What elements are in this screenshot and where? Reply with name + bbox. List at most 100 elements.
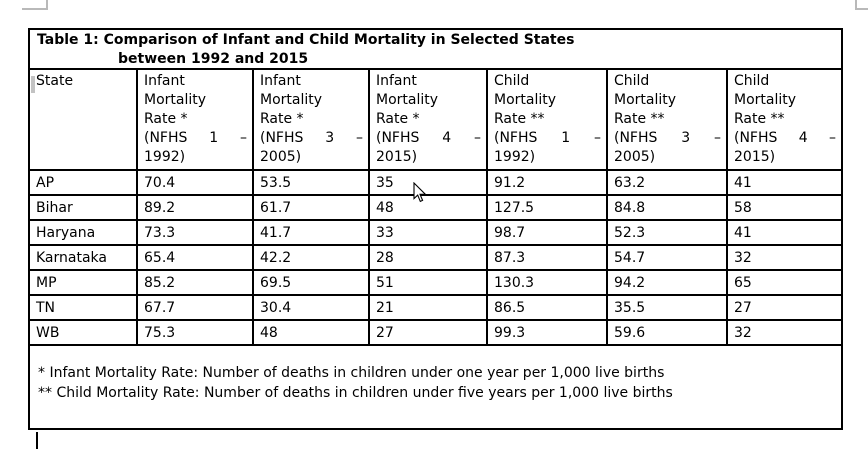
state-cell[interactable]: Haryana: [30, 219, 138, 246]
state-cell[interactable]: Karnataka: [30, 244, 138, 271]
header-line: Rate **: [494, 111, 545, 127]
value-cell[interactable]: 94.2: [606, 269, 728, 296]
table-header-row: State Infant Mortality Rate * (NFHS 1 – 1992)…: [30, 69, 841, 171]
value-cell[interactable]: 89.2: [136, 194, 254, 221]
table-footnotes[interactable]: * Infant Mortality Rate: Number of death…: [30, 346, 841, 403]
table-row: Haryana 73.3 41.7 33 98.7 52.3 41: [30, 219, 841, 246]
header-line: Mortality: [494, 92, 557, 108]
header-line: Mortality: [260, 92, 323, 108]
header-line-nfhs: (NFHS 3 –: [614, 130, 721, 146]
value-cell[interactable]: 69.5: [252, 269, 370, 296]
value-cell[interactable]: 27: [726, 294, 841, 321]
header-line: 2015): [376, 149, 418, 165]
value-cell[interactable]: 63.2: [606, 169, 728, 196]
value-cell[interactable]: 42.2: [252, 244, 370, 271]
table-title-line1: Table 1: Comparison of Infant and Child …: [37, 32, 575, 48]
header-line: Child: [494, 73, 530, 89]
value-cell[interactable]: 61.7: [252, 194, 370, 221]
text-caret: [36, 432, 38, 449]
column-header[interactable]: State: [30, 69, 138, 171]
value-cell[interactable]: 86.5: [486, 294, 608, 321]
header-line: Child: [614, 73, 650, 89]
value-cell[interactable]: 67.7: [136, 294, 254, 321]
value-cell[interactable]: 84.8: [606, 194, 728, 221]
value-cell[interactable]: 41: [726, 169, 841, 196]
value-cell[interactable]: 65.4: [136, 244, 254, 271]
state-cell[interactable]: MP: [30, 269, 138, 296]
header-line: Rate **: [614, 111, 665, 127]
value-cell[interactable]: 58: [726, 194, 841, 221]
value-cell[interactable]: 33: [368, 219, 488, 246]
value-cell[interactable]: 48: [252, 319, 370, 345]
value-cell[interactable]: 130.3: [486, 269, 608, 296]
text-boundary-corner-icon: [855, 0, 868, 10]
value-cell[interactable]: 54.7: [606, 244, 728, 271]
value-cell[interactable]: 28: [368, 244, 488, 271]
state-cell[interactable]: Bihar: [30, 194, 138, 221]
value-cell[interactable]: 35: [368, 169, 488, 196]
value-cell[interactable]: 53.5: [252, 169, 370, 196]
value-cell[interactable]: 127.5: [486, 194, 608, 221]
value-cell[interactable]: 35.5: [606, 294, 728, 321]
column-header[interactable]: Infant Mortality Rate * (NFHS 4 – 2015): [368, 69, 488, 171]
table-row: WB 75.3 48 27 99.3 59.6 32: [30, 319, 841, 345]
value-cell[interactable]: 59.6: [606, 319, 728, 345]
header-line: Infant: [376, 73, 417, 89]
value-cell[interactable]: 65: [726, 269, 841, 296]
value-cell[interactable]: 99.3: [486, 319, 608, 345]
header-line: Child: [734, 73, 770, 89]
mouse-cursor-icon: [413, 182, 427, 203]
value-cell[interactable]: 32: [726, 244, 841, 271]
column-header[interactable]: Infant Mortality Rate * (NFHS 3 – 2005): [252, 69, 370, 171]
footnote-child: ** Child Mortality Rate: Number of death…: [38, 385, 673, 401]
table-row: Karnataka 65.4 42.2 28 87.3 54.7 32: [30, 244, 841, 271]
value-cell[interactable]: 41: [726, 219, 841, 246]
header-line: 2005): [260, 149, 302, 165]
value-cell[interactable]: 51: [368, 269, 488, 296]
mortality-table[interactable]: State Infant Mortality Rate * (NFHS 1 – 1992)…: [30, 69, 841, 345]
header-line: Rate **: [734, 111, 785, 127]
table-row: AP 70.4 53.5 35 91.2 63.2 41: [30, 169, 841, 196]
state-cell[interactable]: WB: [30, 319, 138, 345]
value-cell[interactable]: 21: [368, 294, 488, 321]
header-line-nfhs: (NFHS 4 –: [734, 130, 836, 146]
value-cell[interactable]: 87.3: [486, 244, 608, 271]
header-line-nfhs: (NFHS 3 –: [260, 130, 363, 146]
table-grid: State Infant Mortality Rate * (NFHS 1 – 1992)…: [30, 69, 841, 346]
value-cell[interactable]: 98.7: [486, 219, 608, 246]
document-table-box[interactable]: Table 1: Comparison of Infant and Child …: [28, 28, 843, 430]
table-row: Bihar 89.2 61.7 48 127.5 84.8 58: [30, 194, 841, 221]
state-cell[interactable]: TN: [30, 294, 138, 321]
header-line: Infant: [144, 73, 185, 89]
value-cell[interactable]: 41.7: [252, 219, 370, 246]
table-body: AP 70.4 53.5 35 91.2 63.2 41 Bihar 89.2 61.7 48 127…: [30, 169, 841, 345]
value-cell[interactable]: 27: [368, 319, 488, 345]
column-header[interactable]: Child Mortality Rate ** (NFHS 3 – 2005): [606, 69, 728, 171]
header-line-nfhs: (NFHS 1 –: [144, 130, 247, 146]
header-line: Rate *: [260, 111, 304, 127]
value-cell[interactable]: 52.3: [606, 219, 728, 246]
header-line: State: [36, 73, 74, 89]
value-cell[interactable]: 32: [726, 319, 841, 345]
column-header[interactable]: Child Mortality Rate ** (NFHS 1 – 1992): [486, 69, 608, 171]
table-row: TN 67.7 30.4 21 86.5 35.5 27: [30, 294, 841, 321]
value-cell[interactable]: 75.3: [136, 319, 254, 345]
value-cell[interactable]: 48: [368, 194, 488, 221]
column-header[interactable]: Infant Mortality Rate * (NFHS 1 – 1992): [136, 69, 254, 171]
value-cell[interactable]: 73.3: [136, 219, 254, 246]
column-header[interactable]: Child Mortality Rate ** (NFHS 4 – 2015): [726, 69, 841, 171]
table-row: MP 85.2 69.5 51 130.3 94.2 65: [30, 269, 841, 296]
value-cell[interactable]: 70.4: [136, 169, 254, 196]
header-line: 2015): [734, 149, 776, 165]
header-line: Mortality: [614, 92, 677, 108]
value-cell[interactable]: 30.4: [252, 294, 370, 321]
table-title[interactable]: Table 1: Comparison of Infant and Child …: [30, 30, 841, 70]
value-cell[interactable]: 85.2: [136, 269, 254, 296]
state-cell[interactable]: AP: [30, 169, 138, 196]
value-cell[interactable]: 91.2: [486, 169, 608, 196]
cell-selection-bar: [31, 76, 35, 93]
header-line: Mortality: [376, 92, 439, 108]
header-line: Infant: [260, 73, 301, 89]
table-title-line2: between 1992 and 2015: [118, 51, 309, 67]
